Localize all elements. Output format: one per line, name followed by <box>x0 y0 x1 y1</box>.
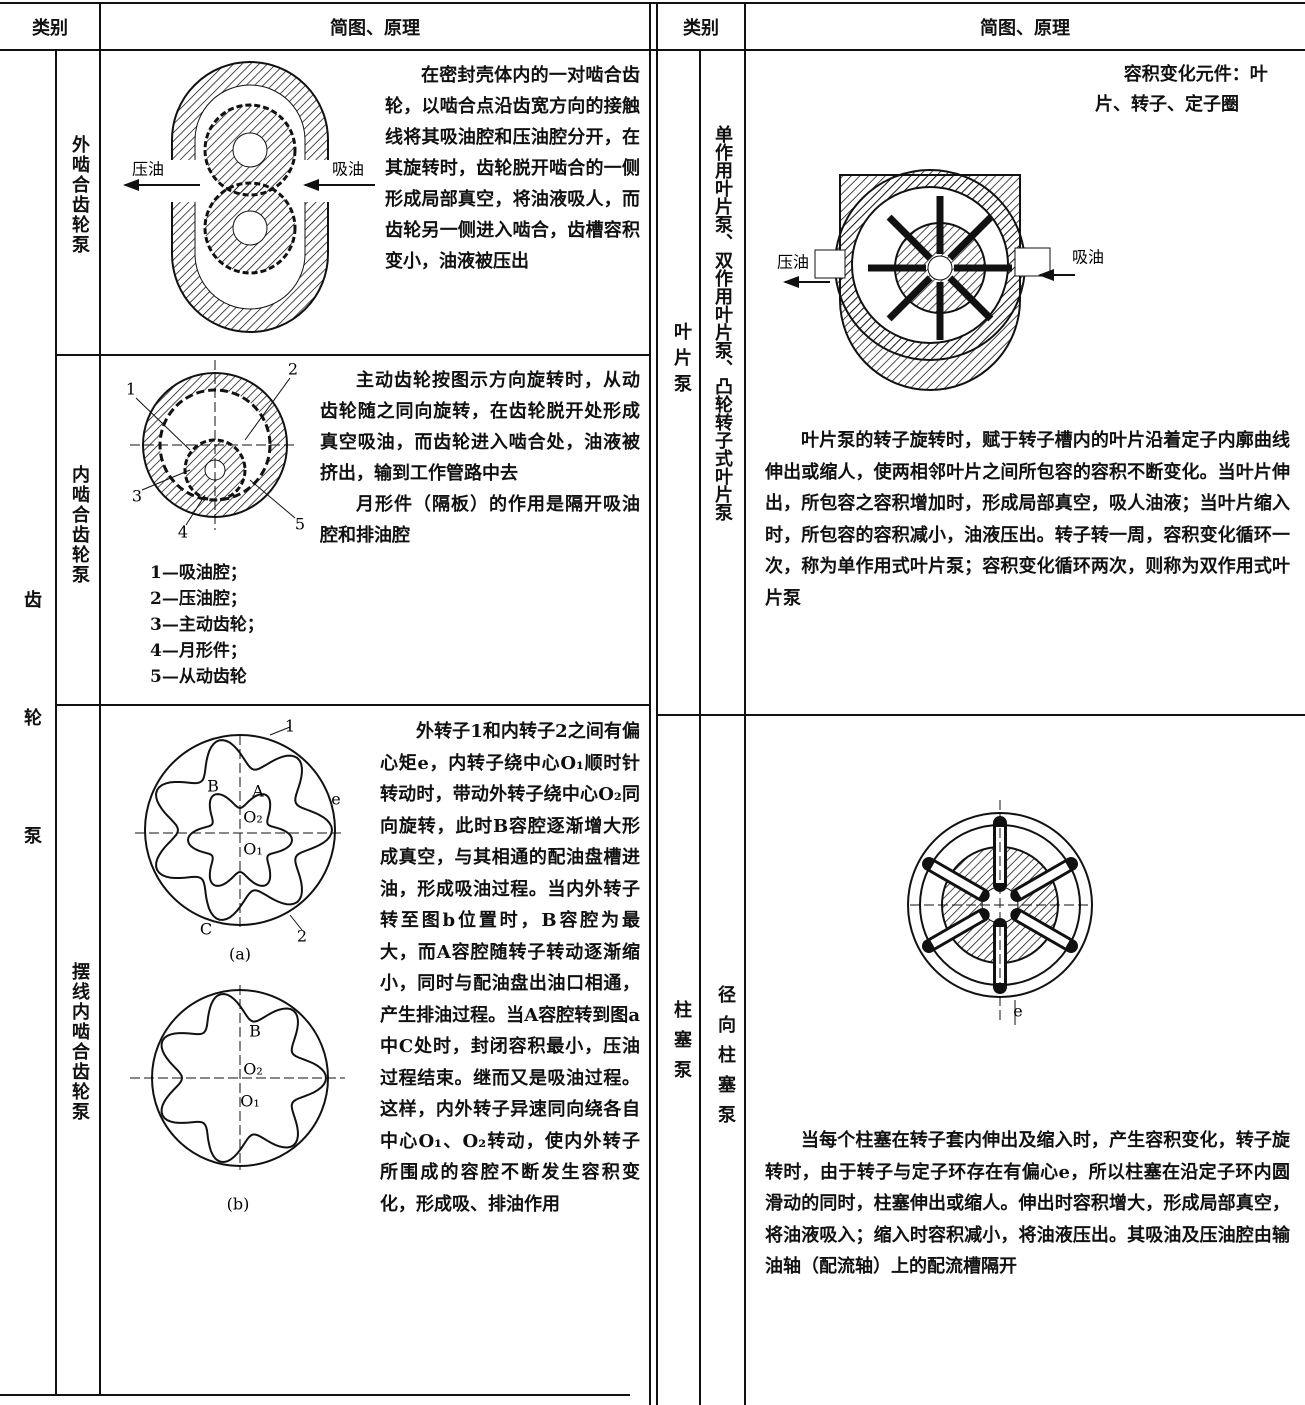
cycloid-diagram-b: B O₂ O₁ (b) <box>130 985 345 1214</box>
legend-item: 2—压油腔； <box>150 589 247 609</box>
diagram-label: 2 <box>288 360 298 379</box>
diagram-label: 吸油 <box>332 160 364 179</box>
piston-pump-diagram: e <box>907 800 1093 1025</box>
diagram-label: B <box>249 1022 261 1041</box>
external-gear-diagram: 压油 吸油 <box>123 61 375 333</box>
diagram-part <box>930 912 983 948</box>
description: 当每个柱塞在转子套内伸出及缩入时，产生容积变化，转子旋转时，由于转子与定子环存在… <box>765 1130 1290 1277</box>
diagram-label: O₁ <box>240 1092 260 1111</box>
diagram-part <box>1017 862 1070 898</box>
diagram-label: O₂ <box>243 1060 263 1079</box>
header-cell: 类别 <box>683 18 719 39</box>
diagram-label: e <box>1013 1002 1022 1021</box>
diagram-label: C <box>200 920 212 939</box>
legend-item: 5—从动齿轮 <box>150 667 247 687</box>
diagram-label: 3 <box>132 487 142 506</box>
diagram-label: 1 <box>126 380 136 399</box>
group-label: 齿轮泵 <box>21 590 42 944</box>
legend-item: 3—主动齿轮； <box>150 615 264 635</box>
row-label: 内啮合齿轮泵 <box>69 465 90 585</box>
row-label: 外啮合齿轮泵 <box>69 135 90 255</box>
diagram-label: e <box>331 790 340 809</box>
row-label: 单作用叶片泵、双作用叶片泵、凸轮转子式叶片泵 <box>712 125 733 521</box>
description: 主动齿轮按图示方向旋转时，从动齿轮随之同向旋转，在齿轮脱开处形成真空吸油，而齿轮… <box>320 370 640 484</box>
diagram-part <box>886 214 933 261</box>
diagram-part <box>947 214 994 261</box>
legend: 1—吸油腔； 2—压油腔； 3—主动齿轮； 4—月形件； 5—从动齿轮 <box>150 560 264 690</box>
diagram-part <box>930 862 983 898</box>
note: 容积变化元件：叶片、转子、定子圈 <box>1095 64 1268 115</box>
diagram-label: A <box>251 782 264 801</box>
diagram-part <box>947 275 994 322</box>
header-cell: 简图、原理 <box>980 18 1070 39</box>
diagram-label: B <box>207 777 219 796</box>
diagram-label: 4 <box>178 523 188 542</box>
description: 在密封壳体内的一对啮合齿轮，以啮合点沿齿宽方向的接触线将其吸油腔和压油腔分开，在… <box>385 65 640 272</box>
diagram-part <box>886 275 933 322</box>
header-cell: 类别 <box>32 18 68 39</box>
internal-gear-diagram: 1 2 3 4 5 <box>126 360 305 542</box>
diagram-label: 2 <box>297 927 307 946</box>
row-label: 摆线内啮合齿轮泵 <box>69 962 90 1122</box>
cycloid-diagram-a: 1 B A e O₂ O₁ C 2 (a) <box>135 717 345 964</box>
diagram-label: O₂ <box>243 808 263 827</box>
legend-item: 4—月形件； <box>150 641 247 661</box>
diagram-label: 1 <box>285 717 295 736</box>
diagram-label: (b) <box>227 1195 250 1214</box>
description: 月形件（隔板）的作用是隔开吸油腔和排油腔 <box>320 494 640 546</box>
vane-pump-diagram: 压油 吸油 <box>777 169 1104 391</box>
description: 外转子1和内转子2之间有偏心矩e，内转子绕中心O₁顺时针转动时，带动外转子绕中心… <box>380 721 640 1215</box>
header-cell: 简图、原理 <box>330 18 420 39</box>
diagram-label: 压油 <box>777 253 809 272</box>
diagram-label: 压油 <box>132 160 164 179</box>
diagram-label: 吸油 <box>1072 248 1104 267</box>
description: 叶片泵的转子旋转时，赋于转子槽内的叶片沿着定子内廓曲线伸出或缩人，使两相邻叶片之… <box>765 430 1290 609</box>
group-label: 叶片泵 <box>671 322 692 400</box>
diagram-part <box>1017 912 1070 948</box>
legend-item: 1—吸油腔； <box>150 563 247 583</box>
diagram-label: (a) <box>229 945 251 964</box>
row-label: 径向柱塞泵 <box>715 985 736 1135</box>
diagram-label: O₁ <box>243 840 263 859</box>
group-label: 柱塞泵 <box>671 1000 692 1090</box>
diagram-label: 5 <box>295 515 305 534</box>
